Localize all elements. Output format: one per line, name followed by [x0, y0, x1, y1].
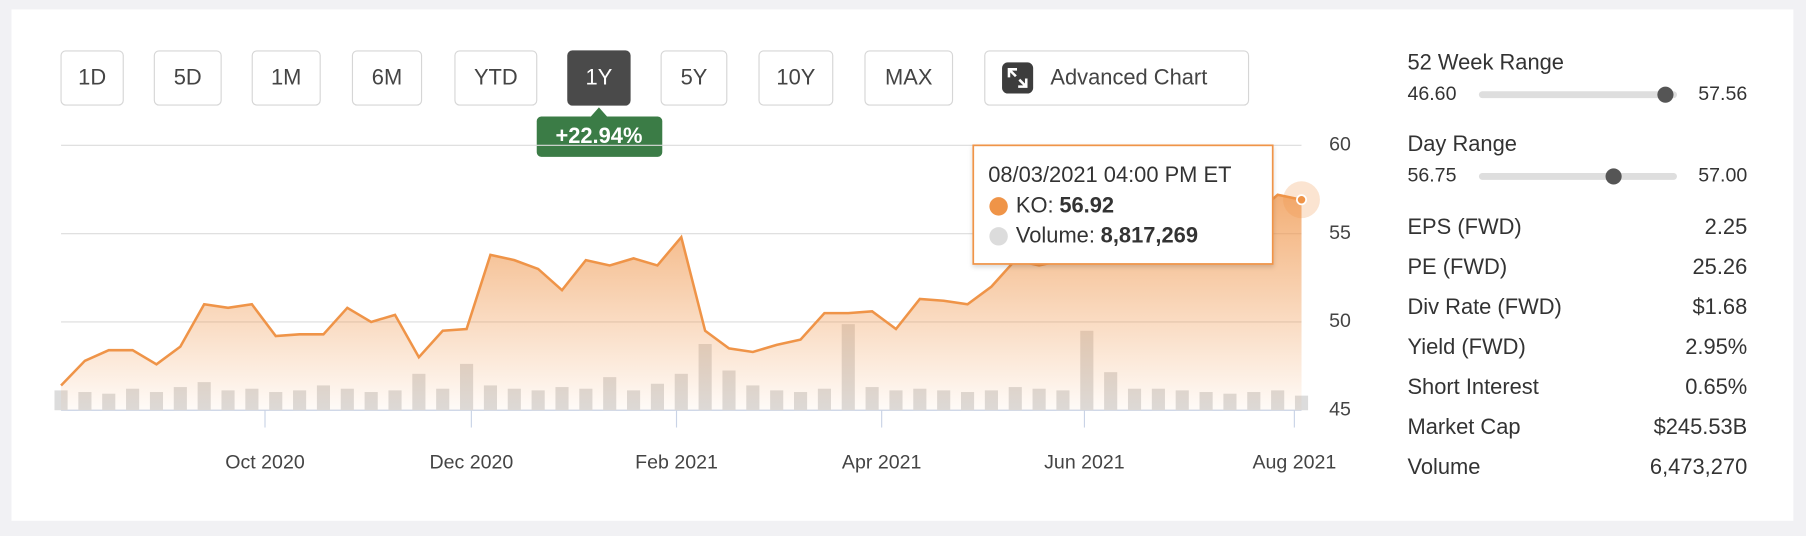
icon	[1002, 62, 1034, 94]
tooltip: 08/03/2021 04:00 PM ET KO: 56.92 Volume: 8,8…	[972, 144, 1274, 265]
stat-value: 2.95%	[1685, 334, 1747, 359]
button-bg	[454, 50, 538, 106]
stat-label: Div Rate (FWD)	[1407, 294, 1561, 319]
hover-point	[1296, 194, 1307, 206]
stat-value: 2.25	[1705, 214, 1748, 239]
button-label: 5D	[174, 64, 202, 89]
stat-label: Volume	[1407, 454, 1480, 479]
range-track	[1478, 91, 1677, 99]
button-bg	[864, 50, 954, 106]
stat-label: PE (FWD)	[1407, 254, 1507, 279]
button-label: 10Y	[776, 64, 815, 89]
range-low: 56.75	[1407, 165, 1456, 187]
stat-value: 0.65%	[1685, 374, 1747, 399]
range-high: 57.00	[1698, 165, 1747, 187]
price-area	[61, 194, 1302, 411]
x-tick-label: Apr 2021	[842, 451, 921, 473]
range-marker	[1605, 168, 1622, 185]
change-label: +22.94%	[555, 123, 642, 148]
range-button[interactable]: 1D	[60, 50, 124, 106]
tooltip-date: 08/03/2021 04:00 PM ET	[988, 162, 1231, 187]
chart: 45 50 55 60 Oct 2020 Dec 2020 Feb 2021 Apr 2021…	[54, 134, 1351, 473]
button-label: 1D	[78, 64, 106, 89]
range-button[interactable]: 1M	[251, 50, 321, 106]
range-buttons: 1D 5D 1M 6M YTD 1Y 5Y 10Y MAX Advanced Chart +22.9…	[60, 50, 1250, 157]
button-label: 1Y	[586, 64, 613, 89]
y-tick-label: 60	[1329, 134, 1351, 156]
button-label: MAX	[885, 64, 933, 89]
button-label: 6M	[372, 64, 402, 89]
stat-label: Market Cap	[1407, 414, 1520, 439]
button-bg	[758, 50, 834, 106]
tooltip-swatch	[989, 197, 1008, 216]
tooltip-row: Volume: 8,817,269	[1016, 222, 1198, 247]
button-bg	[60, 50, 124, 106]
tooltip-swatch	[989, 227, 1008, 246]
range-button[interactable]: 1Y	[567, 50, 631, 106]
button-label: Advanced Chart	[1050, 64, 1207, 89]
stats-panel: 52 Week Range 46.60 57.56 Day Range 56.75 57.…	[1407, 49, 1747, 479]
stat-value: $245.53B	[1654, 414, 1748, 439]
y-tick-label: 45	[1329, 398, 1351, 420]
button-bg	[567, 50, 631, 106]
range-button[interactable]: 10Y	[758, 50, 834, 106]
x-tick-label: Aug 2021	[1252, 451, 1336, 473]
change-badge	[536, 116, 663, 157]
y-tick-label: 50	[1329, 310, 1351, 332]
range-button[interactable]: 5Y	[660, 50, 728, 106]
icon-arrows	[1007, 68, 1028, 88]
stat-value: 25.26	[1693, 254, 1748, 279]
button-bg	[153, 50, 222, 106]
range-title: Day Range	[1407, 131, 1516, 156]
button-label: YTD	[474, 64, 518, 89]
stat-label: Short Interest	[1407, 374, 1538, 399]
tooltip-label: Volume:	[1016, 222, 1095, 247]
x-tick-label: Jun 2021	[1044, 451, 1125, 473]
range-button[interactable]: MAX	[864, 50, 954, 106]
tooltip-value: 8,817,269	[1101, 222, 1198, 247]
tooltip-box	[972, 144, 1274, 265]
x-tick-label: Dec 2020	[429, 451, 513, 473]
y-tick-label: 55	[1329, 222, 1351, 244]
advanced-chart-button[interactable]: Advanced Chart	[984, 50, 1250, 106]
stat-value: $1.68	[1693, 294, 1748, 319]
button-label: 1M	[271, 64, 301, 89]
button-bg	[351, 50, 423, 106]
stat-label: Yield (FWD)	[1407, 334, 1525, 359]
x-tick-label: Oct 2020	[225, 451, 305, 473]
stat-label: EPS (FWD)	[1407, 214, 1521, 239]
stat-value: 6,473,270	[1650, 454, 1747, 479]
button-bg	[660, 50, 728, 106]
tooltip-row: KO: 56.92	[1016, 192, 1114, 217]
range-button[interactable]: 6M	[351, 50, 423, 106]
range-marker	[1657, 86, 1674, 103]
button-bg	[251, 50, 321, 106]
range-button[interactable]: YTD	[454, 50, 538, 106]
button-bg	[984, 50, 1250, 106]
change-badge-arrow	[589, 107, 609, 118]
range-track	[1478, 172, 1677, 180]
x-tick-label: Feb 2021	[635, 451, 718, 473]
range-high: 57.56	[1698, 83, 1747, 105]
tooltip-value: 56.92	[1059, 192, 1114, 217]
range-button[interactable]: 5D	[153, 50, 222, 106]
button-label: 5Y	[681, 64, 708, 89]
tooltip-label: KO:	[1016, 192, 1054, 217]
range-low: 46.60	[1407, 83, 1456, 105]
range-title: 52 Week Range	[1407, 49, 1563, 74]
